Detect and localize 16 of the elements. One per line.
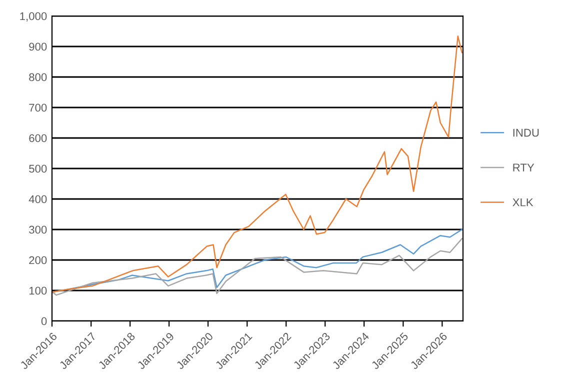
y-tick-label: 200 bbox=[29, 256, 47, 264]
legend-label: XLK bbox=[512, 198, 534, 206]
y-tick-label: 800 bbox=[29, 73, 47, 82]
y-tick-label: 300 bbox=[29, 226, 47, 234]
legend-label: INDU bbox=[513, 128, 539, 137]
line-series bbox=[52, 238, 463, 296]
y-tick-label: 700 bbox=[29, 104, 47, 112]
y-tick-label: 600 bbox=[29, 134, 47, 142]
y-tick-label: 100 bbox=[29, 286, 47, 295]
y-tick-label: 400 bbox=[28, 195, 47, 204]
y-tick-label: 0 bbox=[41, 317, 47, 326]
legend-label: RTY bbox=[513, 164, 534, 172]
y-tick-label: 500 bbox=[29, 164, 47, 173]
y-tick-label: 1,000 bbox=[20, 12, 47, 22]
y-tick-label: 900 bbox=[29, 42, 47, 51]
line-series bbox=[52, 36, 463, 293]
